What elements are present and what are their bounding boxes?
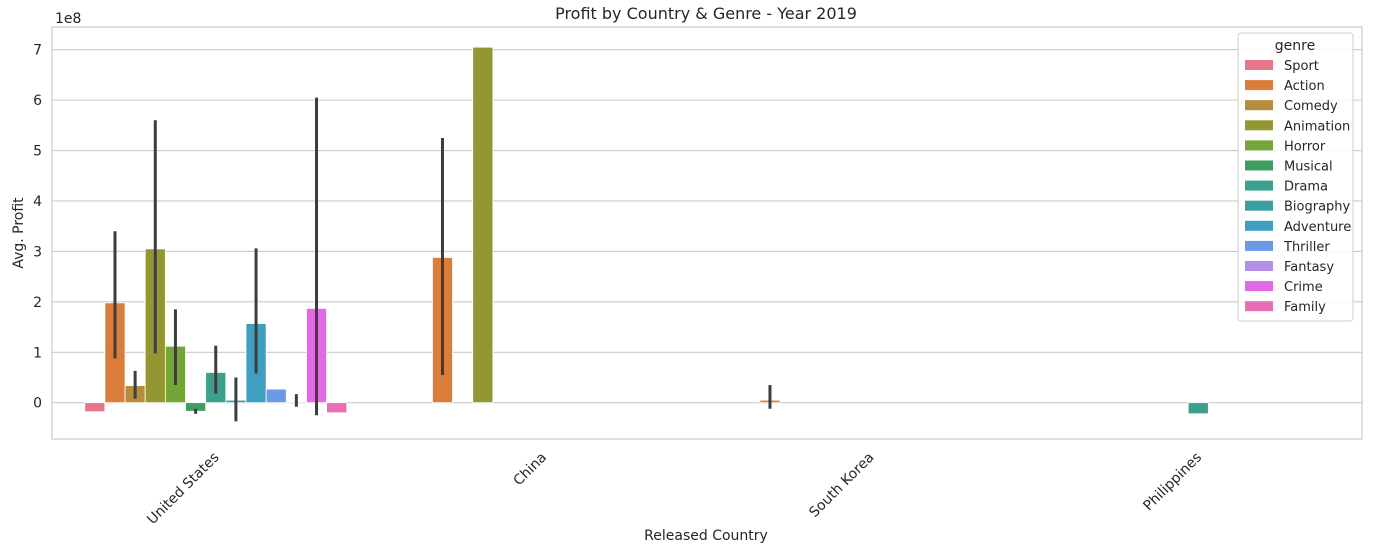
- gridlines: [52, 49, 1362, 404]
- legend-label: Action: [1284, 79, 1325, 94]
- legend-label: Adventure: [1284, 220, 1351, 235]
- y-tick-label: 4: [33, 194, 42, 210]
- bars: [84, 46, 1209, 415]
- legend-label: Musical: [1284, 160, 1333, 175]
- legend-label: Comedy: [1284, 99, 1338, 114]
- legend-swatch: [1245, 281, 1273, 292]
- legend-swatch: [1245, 180, 1273, 191]
- legend-label: Thriller: [1283, 240, 1330, 255]
- legend-label: Sport: [1284, 59, 1319, 74]
- legend-swatch: [1245, 240, 1273, 251]
- legend-label: Family: [1284, 300, 1326, 315]
- x-tick-label: Philippines: [1140, 450, 1205, 515]
- legend-swatch: [1245, 80, 1273, 91]
- y-tick-label: 6: [33, 93, 42, 109]
- legend: genre Sport Action Comedy Animation Horror Mu…: [1237, 32, 1354, 322]
- legend-title: genre: [1275, 38, 1315, 54]
- legend-swatch: [1245, 100, 1273, 111]
- bar: [84, 402, 106, 413]
- legend-swatch: [1245, 140, 1273, 151]
- legend-swatch: [1245, 120, 1273, 131]
- legend-label: Fantasy: [1284, 260, 1334, 275]
- bar: [1187, 402, 1209, 415]
- y-tick-label: 2: [33, 295, 42, 311]
- bar: [472, 46, 494, 404]
- y-axis-ticks: 0 1 2 3 4 5 6 7: [33, 43, 42, 412]
- legend-swatch: [1245, 220, 1273, 231]
- legend-swatch: [1245, 301, 1273, 312]
- x-axis-ticks: United States China South Korea Philippines: [144, 450, 1205, 528]
- x-tick-label: United States: [144, 450, 222, 528]
- y-tick-label: 3: [33, 244, 42, 260]
- bar: [265, 388, 287, 404]
- y-axis-label: Avg. Profit: [11, 197, 27, 269]
- legend-label: Horror: [1284, 139, 1326, 154]
- error-bars: [113, 97, 772, 422]
- y-tick-label: 1: [33, 345, 42, 361]
- legend-swatch: [1245, 200, 1273, 211]
- legend-label: Crime: [1284, 280, 1323, 295]
- legend-swatch: [1245, 261, 1273, 271]
- y-tick-label: 7: [33, 43, 42, 59]
- legend-swatch: [1245, 60, 1273, 70]
- bar: [326, 402, 348, 414]
- chart-title: Profit by Country & Genre - Year 2019: [555, 4, 857, 23]
- x-tick-label: South Korea: [806, 450, 877, 521]
- plot-frame: [51, 26, 1363, 440]
- legend-label: Animation: [1284, 119, 1350, 134]
- legend-frame: [1237, 32, 1354, 322]
- legend-swatch: [1245, 160, 1273, 171]
- legend-label: Drama: [1284, 180, 1328, 195]
- y-tick-label: 5: [33, 144, 42, 160]
- legend-label: Biography: [1284, 200, 1351, 215]
- y-offset-label: 1e8: [55, 11, 81, 27]
- x-axis-label: Released Country: [644, 528, 768, 544]
- y-tick-label: 0: [33, 396, 42, 412]
- x-tick-label: China: [510, 450, 550, 490]
